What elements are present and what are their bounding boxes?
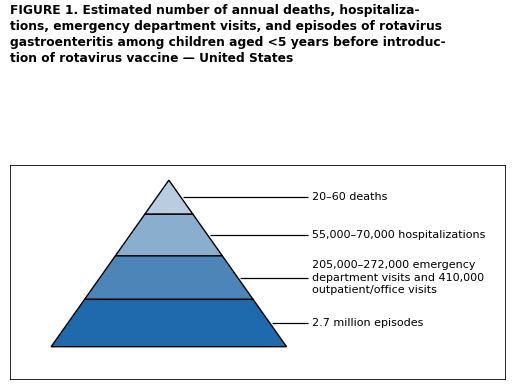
Polygon shape <box>145 180 193 214</box>
Polygon shape <box>116 214 222 256</box>
Text: 205,000–272,000 emergency
department visits and 410,000
outpatient/office visits: 205,000–272,000 emergency department vis… <box>313 260 485 295</box>
Text: 55,000–70,000 hospitalizations: 55,000–70,000 hospitalizations <box>313 230 486 240</box>
Text: 20–60 deaths: 20–60 deaths <box>313 192 388 202</box>
Text: 2.7 million episodes: 2.7 million episodes <box>313 318 424 328</box>
Polygon shape <box>85 256 253 300</box>
Polygon shape <box>51 300 286 347</box>
Text: FIGURE 1. Estimated number of annual deaths, hospitaliza-
tions, emergency depar: FIGURE 1. Estimated number of annual dea… <box>10 4 446 65</box>
